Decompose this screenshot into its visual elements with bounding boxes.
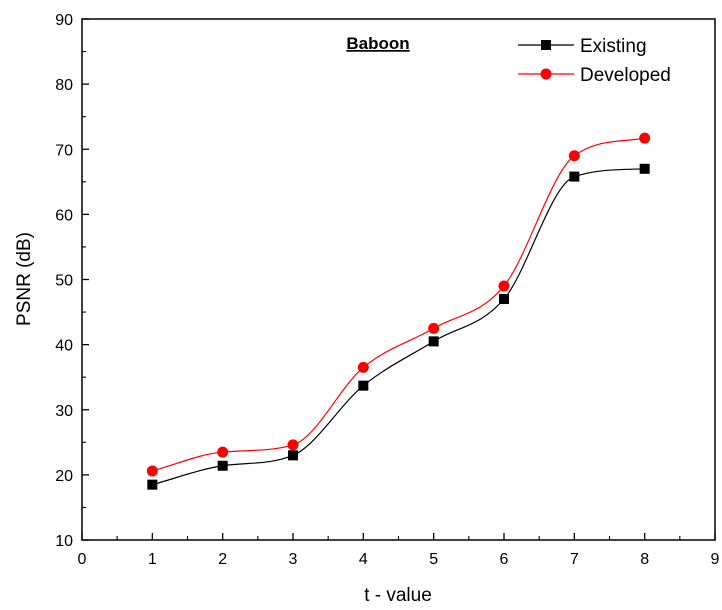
legend-marker-existing [541,40,551,50]
data-point-existing [217,460,228,471]
axis-ticks [81,18,716,541]
series-developed [146,132,651,477]
x-tick-label: 8 [640,551,649,568]
data-point-developed [146,465,158,477]
x-tick-label: 1 [148,551,157,568]
series-line-developed [152,137,645,472]
data-point-developed [287,439,299,451]
data-point-existing [639,163,650,174]
x-tick-label: 9 [711,551,720,568]
y-tick-label: 30 [55,403,73,420]
series-layer [146,132,651,490]
x-tick-label: 2 [218,551,227,568]
y-tick-label: 10 [55,533,73,550]
data-point-existing [147,479,158,490]
legend-marker-developed [540,68,552,80]
legend: Existing Developed [518,36,671,86]
data-point-developed [217,446,229,458]
data-point-existing [499,294,509,305]
y-tick-label: 80 [55,77,73,94]
legend-item-existing: Existing [518,36,647,57]
y-tick-label: 90 [55,12,73,29]
data-point-developed [498,280,510,292]
x-tick-label: 7 [570,551,579,568]
y-tick-label: 60 [55,207,73,224]
x-tick-label: 6 [500,551,509,568]
data-point-developed [639,132,651,144]
legend-item-developed: Developed [518,65,671,86]
data-point-existing [428,336,439,347]
data-point-existing [358,380,369,391]
data-point-existing [569,171,580,182]
x-tick-label: 5 [429,551,438,568]
plot-frame [81,18,716,541]
data-point-developed [428,322,440,334]
y-tick-label: 70 [55,142,73,159]
data-point-developed [357,361,369,373]
x-tick-label: 0 [78,551,87,568]
series-line-existing [152,168,645,486]
y-tick-label: 40 [55,338,73,355]
x-tick-label: 4 [359,551,368,568]
data-point-developed [568,150,580,162]
data-point-existing [288,450,298,461]
x-tick-label: 3 [289,551,298,568]
legend-label-existing: Existing [580,36,647,57]
tick-labels: 0 1 2 3 4 5 6 7 8 9 10 20 30 40 50 60 70 80 90 [55,12,719,568]
y-tick-label: 50 [55,273,73,290]
series-existing [147,163,650,490]
x-axis-label: t - value [364,585,432,606]
chart-title: Baboon [346,34,409,53]
y-axis-label: PSNR (dB) [14,232,35,326]
y-tick-label: 20 [55,468,73,485]
legend-label-developed: Developed [580,65,671,86]
